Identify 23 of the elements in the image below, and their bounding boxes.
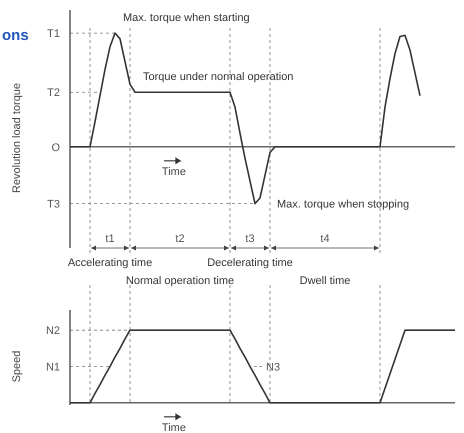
text: Dwell time xyxy=(300,275,350,287)
annotation: Torque under normal operation xyxy=(143,71,294,84)
text: Accelerating time xyxy=(68,257,152,269)
text: Decelerating time xyxy=(207,257,293,269)
text: t2 xyxy=(175,233,185,245)
y-axis-title: Speed xyxy=(11,350,23,382)
ref-line-label: N2 xyxy=(46,325,60,338)
text: t1 xyxy=(105,233,115,245)
text: Max. torque when starting xyxy=(123,12,250,24)
ref-line-label: O xyxy=(51,142,60,154)
x-axis-title: Time xyxy=(162,166,186,178)
text: t3 xyxy=(245,233,255,245)
y-axis-title: Revolution load torque xyxy=(11,82,23,194)
chart-title: ons xyxy=(2,27,29,44)
text: Normal operation time xyxy=(126,275,234,287)
ref-line-label: T2 xyxy=(47,87,60,100)
x-axis-title: Time xyxy=(162,422,186,433)
ref-line-label: T1 xyxy=(47,28,60,40)
ref-line-label: N1 xyxy=(46,362,60,374)
annotation: Max. torque when stopping xyxy=(277,198,410,211)
annotation: N3 xyxy=(266,362,280,374)
ref-line-label: T3 xyxy=(47,198,60,211)
text: t4 xyxy=(320,233,330,245)
